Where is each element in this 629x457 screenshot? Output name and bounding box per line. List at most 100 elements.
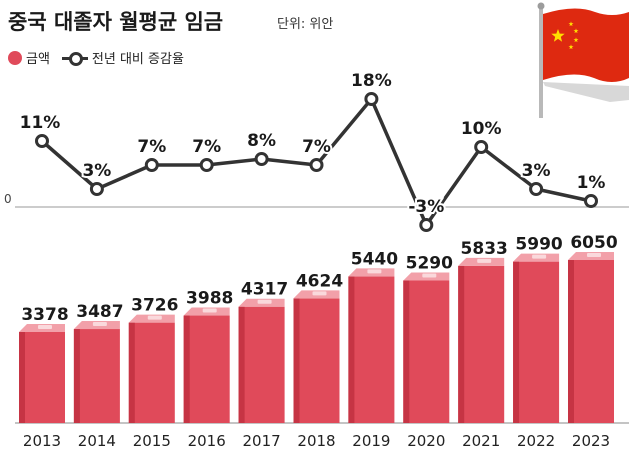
bar-value-label-2014: 3487 — [76, 302, 123, 322]
flag-shadow — [543, 82, 629, 102]
bar-side-2022 — [513, 261, 520, 423]
bar-2015 — [128, 322, 175, 423]
bar-value-label-2018: 4624 — [296, 271, 343, 291]
flag-small-star-icon — [573, 28, 579, 34]
x-tick-label-2013: 2013 — [23, 432, 61, 450]
bar-highlight-2016 — [202, 308, 217, 313]
flag-small-star-icon — [568, 44, 574, 50]
bar-2019 — [348, 276, 395, 423]
bar-2023 — [568, 260, 614, 423]
flag-small-star-icon — [573, 37, 579, 43]
x-tick-label-2018: 2018 — [297, 432, 335, 450]
growth-label-2019: 18% — [351, 71, 392, 91]
bar-highlight-2015 — [147, 315, 162, 320]
bar-highlight-2021 — [477, 258, 492, 263]
growth-label-2017: 8% — [247, 131, 276, 151]
legend-amount-label: 금액 — [26, 52, 50, 67]
bar-value-label-2022: 5990 — [515, 235, 562, 255]
bar-2020 — [403, 280, 450, 423]
bar-value-labels: 3378 3487 3726 3988 4317 4624 5440 5290 5833 5990… — [21, 233, 617, 325]
bar-2022 — [513, 261, 560, 423]
bar-value-label-2015: 3726 — [131, 296, 178, 316]
growth-label-2021: 10% — [461, 119, 502, 139]
unit-label: 단위: 위안 — [277, 17, 334, 32]
growth-line-series — [35, 92, 598, 232]
growth-label-2013: 11% — [20, 113, 61, 133]
bar-2017 — [238, 306, 285, 423]
bar-2014 — [73, 329, 120, 423]
bar-side-2018 — [293, 298, 300, 423]
growth-label-2016: 7% — [192, 137, 221, 157]
bar-side-2014 — [73, 329, 80, 423]
growth-point-2021 — [474, 140, 489, 154]
growth-point-2018 — [309, 158, 324, 172]
x-tick-label-2023: 2023 — [572, 432, 610, 450]
bar-side-2021 — [458, 265, 465, 423]
flag-small-star-icon — [568, 21, 574, 27]
legend-amount-swatch — [8, 50, 22, 65]
flag-pole-cap — [537, 2, 545, 10]
x-tick-label-2020: 2020 — [407, 432, 445, 450]
x-tick-label-2015: 2015 — [133, 432, 171, 450]
bar-side-2016 — [183, 315, 190, 423]
growth-point-2013 — [35, 134, 49, 148]
bar-side-2017 — [238, 306, 245, 423]
growth-label-2015: 7% — [137, 137, 166, 157]
x-tick-label-2022: 2022 — [517, 432, 555, 450]
growth-point-2020 — [419, 218, 434, 232]
growth-label-2022: 3% — [522, 161, 551, 181]
bar-side-2023 — [568, 260, 574, 423]
legend-growth-label: 전년 대비 증감율 — [91, 52, 184, 67]
bar-value-label-2013: 3378 — [21, 305, 68, 325]
x-axis-labels: 2013 2014 2015 2016 2017 2018 2019 2020 2021 2022… — [23, 432, 610, 450]
bar-side-2015 — [128, 322, 135, 423]
x-tick-label-2016: 2016 — [188, 432, 226, 450]
bar-highlight-2023 — [587, 253, 601, 257]
bar-highlight-2022 — [532, 254, 547, 259]
growth-point-2019 — [364, 92, 379, 106]
zero-axis-label: 0 — [4, 192, 12, 206]
growth-label-2018: 7% — [302, 137, 331, 157]
growth-point-2015 — [144, 158, 159, 172]
legend-growth-swatch — [61, 51, 88, 66]
growth-value-labels: 11% 3% 7% 7% 8% 7% 18% -3% 10% 3% 1% — [18, 69, 608, 219]
flag-stars — [551, 21, 579, 50]
bar-highlight-2018 — [312, 291, 327, 296]
x-tick-label-2019: 2019 — [352, 432, 390, 450]
growth-point-2017 — [254, 152, 269, 166]
bar-value-label-2019: 5440 — [351, 249, 398, 269]
bar-side-2013 — [19, 331, 25, 423]
bar-2021 — [458, 265, 505, 423]
bar-value-label-2016: 3988 — [186, 289, 233, 309]
growth-label-2020: -3% — [408, 197, 444, 217]
flag-pole — [539, 6, 543, 118]
legend: 금액 전년 대비 증감율 — [8, 48, 184, 67]
bar-2016 — [183, 315, 230, 423]
bar-value-label-2017: 4317 — [241, 280, 288, 300]
bar-side-2019 — [348, 276, 355, 423]
flag-cloth — [543, 8, 629, 83]
bar-side-2020 — [403, 280, 410, 423]
flag-big-star-icon — [551, 29, 565, 42]
x-tick-label-2021: 2021 — [462, 432, 500, 450]
bar-highlight-2019 — [367, 269, 382, 274]
growth-point-2023 — [584, 194, 598, 208]
bar-2018 — [293, 298, 340, 423]
bar-value-label-2021: 5833 — [461, 239, 508, 259]
growth-label-2014: 3% — [82, 161, 111, 181]
bar-2013 — [19, 331, 65, 423]
chart-title: 중국 대졸자 월평균 임금 — [8, 10, 224, 34]
growth-point-2014 — [89, 182, 104, 196]
bar-highlight-2013 — [38, 324, 52, 329]
growth-point-2016 — [199, 158, 214, 172]
x-tick-label-2017: 2017 — [243, 432, 281, 450]
bar-highlight-2017 — [257, 299, 272, 304]
x-tick-label-2014: 2014 — [78, 432, 116, 450]
bar-highlight-2020 — [422, 273, 437, 278]
growth-label-2023: 1% — [577, 173, 606, 193]
bar-series — [19, 252, 614, 423]
bar-highlight-2014 — [92, 322, 107, 327]
growth-point-2022 — [529, 182, 544, 196]
china-flag-icon — [537, 2, 629, 118]
